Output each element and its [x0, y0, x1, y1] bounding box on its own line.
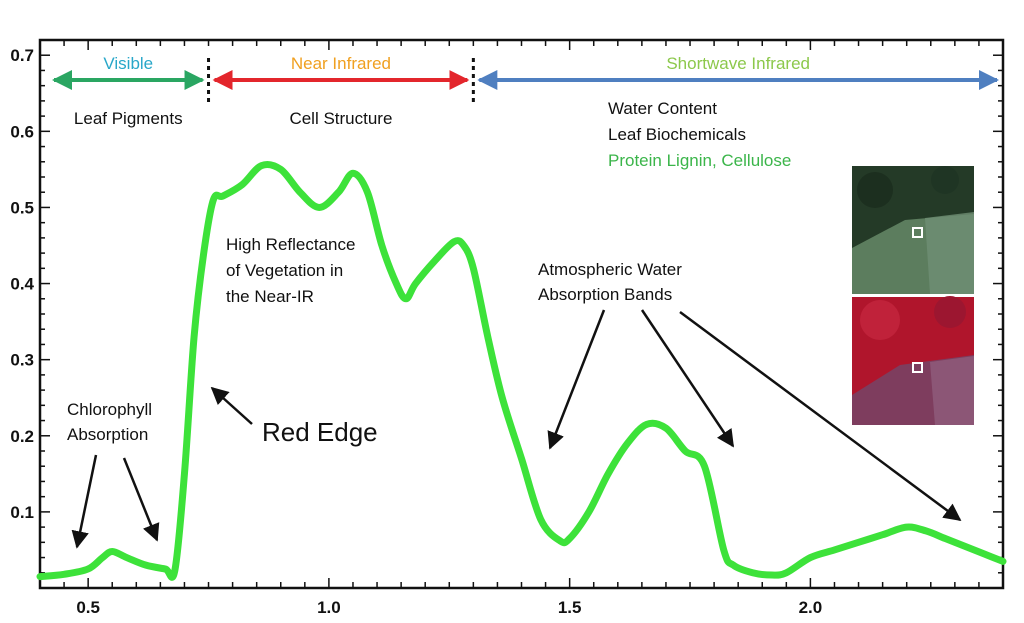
region-2: Shortwave Infrared — [477, 54, 999, 90]
atmospheric-arrow-1 — [547, 309, 606, 450]
region-sublabel: Leaf Pigments — [74, 109, 183, 128]
chlorophyll-line-2: Absorption — [67, 425, 148, 444]
spectral-regions: Visible Leaf Pigments Near Infrared Cell St… — [52, 54, 999, 128]
chlorophyll-line-1: Chlorophyll — [67, 400, 152, 419]
red-edge-arrow — [210, 386, 253, 425]
atmospheric-line-1: Atmospheric Water — [538, 260, 682, 279]
swir-label-1: Water Content — [608, 99, 717, 118]
swir-label-3: Protein Lignin, Cellulose — [608, 151, 791, 170]
region-sublabel: Cell Structure — [289, 109, 392, 128]
y-tick-label: 0.5 — [10, 198, 34, 217]
red-edge-label: Red Edge — [262, 417, 378, 447]
axis-tick-labels: 0.5 1.0 1.5 2.0 0.1 0.2 0.3 0.4 0.5 0.6 0.7 — [10, 46, 822, 617]
swir-label-2: Leaf Biochemicals — [608, 125, 746, 144]
atmospheric-line-2: Absorption Bands — [538, 285, 672, 304]
y-tick-label: 0.6 — [10, 122, 34, 141]
region-0: Visible Leaf Pigments — [52, 54, 211, 128]
atmospheric-annotation: Atmospheric Water Absorption Bands — [538, 260, 962, 522]
x-tick-label: 2.0 — [799, 598, 823, 617]
atmospheric-arrow-3 — [679, 310, 962, 522]
x-tick-label: 0.5 — [76, 598, 100, 617]
high-reflectance-line-3: the Near-IR — [226, 287, 314, 306]
region-label: Visible — [103, 54, 153, 73]
y-tick-label: 0.7 — [10, 46, 34, 65]
axis-ticks — [39, 40, 1004, 589]
red-edge-annotation: Red Edge — [210, 386, 378, 447]
atmospheric-arrow-2 — [640, 309, 735, 448]
reflectance-line — [36, 160, 1007, 581]
x-tick-label: 1.0 — [317, 598, 341, 617]
high-reflectance-line-2: of Vegetation in — [226, 261, 343, 280]
y-tick-label: 0.3 — [10, 351, 34, 370]
chlorophyll-arrow-1 — [71, 454, 98, 549]
chlorophyll-arrow-2 — [122, 457, 160, 542]
satellite-inset-rgb — [852, 166, 974, 294]
y-tick-label: 0.4 — [10, 275, 34, 294]
region-1: Near Infrared Cell Structure — [212, 54, 475, 128]
region-label: Near Infrared — [291, 54, 391, 73]
swir-labels: Water Content Leaf Biochemicals Protein … — [608, 99, 791, 170]
satellite-inset-false-color — [852, 296, 974, 425]
region-label: Shortwave Infrared — [666, 54, 810, 73]
high-reflectance-annotation: High Reflectance of Vegetation in the Ne… — [226, 235, 355, 306]
high-reflectance-line-1: High Reflectance — [226, 235, 355, 254]
y-tick-label: 0.2 — [10, 427, 34, 446]
chlorophyll-annotation: Chlorophyll Absorption — [67, 400, 160, 549]
y-tick-label: 0.1 — [10, 503, 34, 522]
x-tick-label: 1.5 — [558, 598, 582, 617]
